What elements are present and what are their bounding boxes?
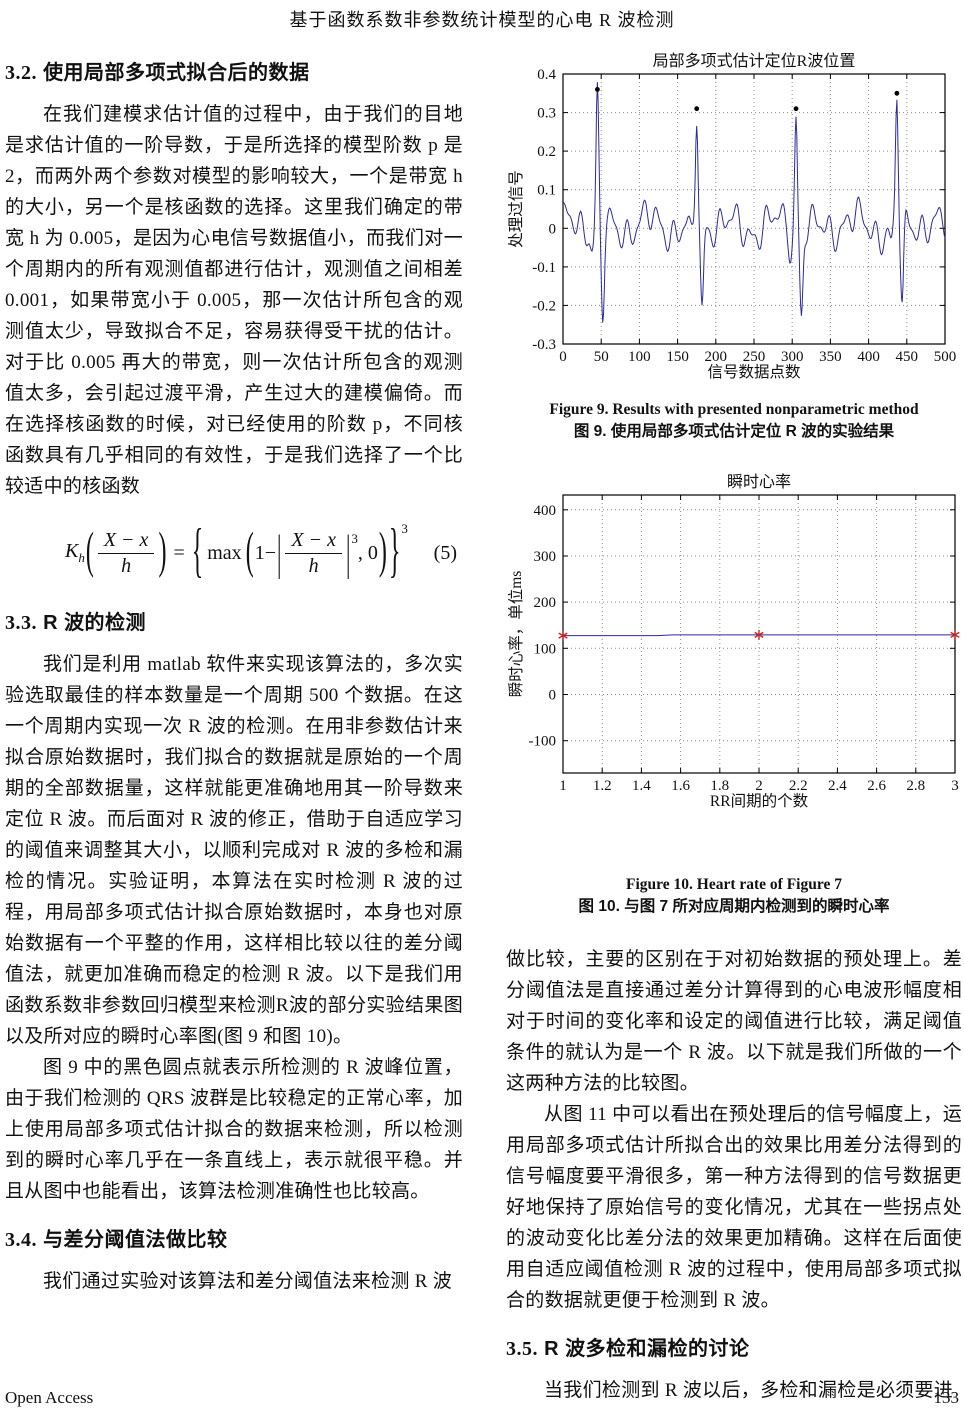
svg-text:0.4: 0.4 (537, 67, 556, 83)
svg-text:350: 350 (819, 349, 842, 365)
paragraph-3-2: 在我们建模求估计值的过程中，由于我们的目地是求估计值的一阶导数，于是所选择的模型… (5, 104, 463, 497)
svg-text:300: 300 (781, 349, 804, 365)
section-number: 3.3. (5, 612, 37, 634)
svg-text:局部多项式估计定位R波位置: 局部多项式估计定位R波位置 (653, 52, 856, 70)
svg-text:250: 250 (743, 349, 766, 365)
page-footer: Open Access 133 (5, 1388, 959, 1408)
section-title: 与差分阈值法做比较 (43, 1229, 228, 1251)
svg-text:400: 400 (857, 349, 880, 365)
one-minus: 1− (254, 541, 276, 564)
svg-text:瞬时心率: 瞬时心率 (727, 473, 791, 491)
svg-text:100: 100 (534, 641, 557, 657)
section-number: 3.4. (5, 1229, 37, 1251)
section-title: R 波的检测 (43, 612, 147, 634)
figure9-caption: Figure 9. Results with presented nonpara… (506, 399, 962, 443)
svg-text:2.8: 2.8 (906, 778, 925, 794)
svg-text:300: 300 (534, 549, 557, 565)
equation-5: Kh ( X − x h ) = { max ( 1− | X − x h | 3… (5, 510, 463, 596)
equals-sign: = (173, 541, 185, 564)
svg-text:信号数据点数: 信号数据点数 (707, 363, 801, 381)
svg-text:处理过信号: 处理过信号 (507, 170, 525, 248)
svg-text:100: 100 (628, 349, 651, 365)
section-heading-3-2: 3.2. 使用局部多项式拟合后的数据 (5, 56, 463, 85)
svg-text:0.2: 0.2 (537, 144, 556, 160)
section-heading-3-4: 3.4. 与差分阈值法做比较 (5, 1223, 463, 1252)
svg-text:-0.2: -0.2 (532, 298, 556, 314)
svg-text:瞬时心率，单位ms: 瞬时心率，单位ms (507, 571, 525, 698)
comma-zero: , 0 (357, 541, 378, 564)
paragraph-right-a: 做比较，主要的区别在于对初始数据的预处理上。差分阈值法是直接通过差分计算得到的心… (506, 949, 962, 1094)
svg-text:1.6: 1.6 (671, 778, 690, 794)
paragraph-3-3-a: 我们是利用 matlab 软件来实现该算法的，多次实验选取最佳的样本数量是一个周… (5, 654, 463, 1047)
svg-text:450: 450 (896, 349, 919, 365)
svg-text:50: 50 (594, 349, 609, 365)
svg-text:2: 2 (755, 778, 763, 794)
footer-page-number: 133 (933, 1388, 960, 1407)
svg-text:3: 3 (951, 778, 959, 794)
paper-running-title: 基于函数系数非参数统计模型的心电 R 波检测 (289, 10, 675, 30)
section-title: 使用局部多项式拟合后的数据 (43, 62, 310, 84)
equation-number: (5) (433, 541, 457, 564)
svg-text:0: 0 (549, 688, 557, 704)
equation-body: Kh ( X − x h ) = { max ( 1− | X − x h | 3… (65, 519, 408, 584)
svg-text:0: 0 (559, 349, 567, 365)
svg-text:150: 150 (666, 349, 689, 365)
fraction: X − x h (97, 529, 155, 578)
figure9-caption-en: Figure 9. Results with presented nonpara… (549, 401, 919, 418)
abs-exponent: 3 (351, 531, 358, 546)
right-paren-2: ) (378, 524, 387, 580)
svg-text:0.1: 0.1 (537, 183, 556, 199)
paragraph-3-3-b: 图 9 中的黑色圆点就表示所检测的 R 波峰位置，由于我们检测的 QRS 波群是… (5, 1057, 463, 1202)
section-number: 3.2. (5, 62, 37, 84)
svg-text:1.2: 1.2 (593, 778, 612, 794)
svg-text:400: 400 (534, 503, 557, 519)
figure-10: 1 1.2 1.4 1.6 1.8 2 2.2 2.4 2.6 2.8 3 -100 0 100 200 30… (506, 469, 962, 918)
svg-text:-0.1: -0.1 (532, 260, 556, 276)
left-brace: { (191, 519, 204, 585)
paragraph-3-4: 我们通过实验对该算法和差分阈值法来检测 R 波 (43, 1271, 453, 1292)
kernel-symbol: Kh (65, 540, 85, 565)
svg-text:200: 200 (534, 595, 557, 611)
svg-text:2.6: 2.6 (867, 778, 886, 794)
section-heading-3-5: 3.5. R 波多检和漏检的讨论 (506, 1332, 962, 1361)
svg-text:1.4: 1.4 (632, 778, 651, 794)
left-paren: ( (85, 524, 94, 580)
svg-text:500: 500 (934, 349, 957, 365)
section-number: 3.5. (506, 1338, 538, 1360)
svg-text:1: 1 (559, 778, 567, 794)
svg-text:2.2: 2.2 (789, 778, 808, 794)
paragraph-right-b: 从图 11 中可以看出在预处理后的信号幅度上，运用局部多项式估计所拟合出的效果比… (506, 1104, 962, 1311)
figure-9: 0 50 100 150 200 250 300 350 400 450 500 -0.3 -0.2 -0… (506, 50, 962, 443)
left-paren-2: ( (245, 524, 254, 580)
figure10-caption-en: Figure 10. Heart rate of Figure 7 (626, 876, 842, 893)
section-title: R 波多检和漏检的讨论 (544, 1338, 750, 1360)
figure9-caption-zh: 图 9. 使用局部多项式估计定位 R 波的实验结果 (573, 423, 895, 440)
svg-text:2.4: 2.4 (828, 778, 847, 794)
right-paren: ) (158, 524, 167, 580)
svg-text:0.3: 0.3 (537, 106, 556, 122)
svg-text:-100: -100 (529, 734, 557, 750)
svg-text:0: 0 (549, 221, 557, 237)
svg-text:RR间期的个数: RR间期的个数 (710, 792, 809, 810)
figure10-caption: Figure 10. Heart rate of Figure 7 图 10. … (506, 874, 962, 918)
footer-open-access: Open Access (5, 1388, 94, 1407)
right-column: 0 50 100 150 200 250 300 350 400 450 500 -0.3 -0.2 -0… (506, 50, 962, 1406)
left-abs-bar: | (276, 524, 282, 580)
outer-exponent: 3 (401, 521, 408, 536)
svg-text:-0.3: -0.3 (532, 337, 556, 353)
left-column: 3.2. 使用局部多项式拟合后的数据 在我们建模求估计值的过程中，由于我们的目地… (5, 56, 463, 1297)
figure10-chart: 1 1.2 1.4 1.6 1.8 2 2.2 2.4 2.6 2.8 3 -100 0 100 200 30… (506, 469, 962, 870)
right-brace: } (388, 519, 401, 585)
section-heading-3-3: 3.3. R 波的检测 (5, 606, 463, 635)
figure10-caption-zh: 图 10. 与图 7 所对应周期内检测到的瞬时心率 (578, 898, 890, 915)
svg-text:1.8: 1.8 (710, 778, 729, 794)
paragraph-3-5: 当我们检测到 R 波以后，多检和漏检是必须要进 (544, 1380, 954, 1401)
svg-text:200: 200 (705, 349, 728, 365)
fraction-2: X − x h (285, 529, 342, 578)
max-operator: max (207, 541, 242, 564)
right-abs-bar: | (345, 524, 351, 580)
figure9-chart: 0 50 100 150 200 250 300 350 400 450 500 -0.3 -0.2 -0… (506, 50, 962, 395)
